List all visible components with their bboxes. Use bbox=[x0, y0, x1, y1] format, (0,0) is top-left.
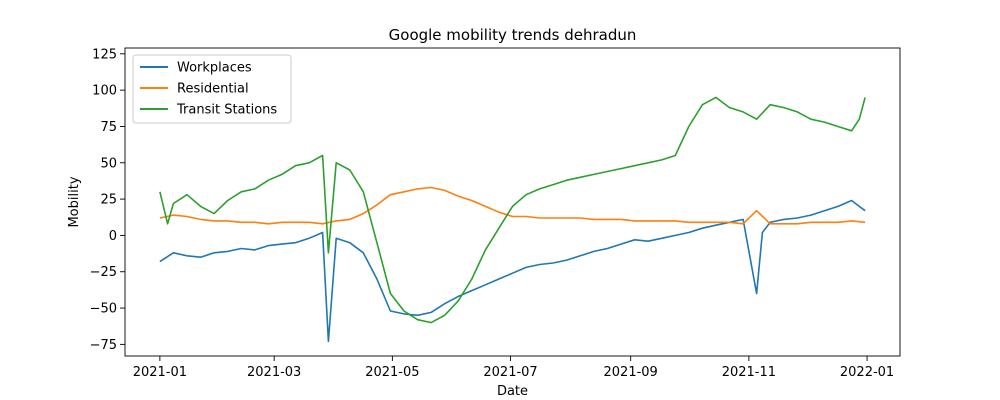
legend-label: Workplaces bbox=[177, 61, 252, 76]
y-tick-label: −50 bbox=[90, 302, 117, 317]
y-tick-label: 25 bbox=[100, 193, 117, 208]
y-tick-label: 75 bbox=[100, 120, 117, 135]
legend-label: Residential bbox=[177, 82, 249, 97]
y-axis-ticks: −75 −50 −25 0 25 50 75 100 125 bbox=[90, 47, 125, 353]
x-axis-ticks: 2021-01 2021-03 2021-05 2021-07 2021-09 2021-… bbox=[133, 356, 894, 380]
y-tick-label: 0 bbox=[109, 229, 117, 244]
series-line-transit-stations bbox=[159, 96, 866, 324]
legend-label: Transit Stations bbox=[176, 103, 277, 118]
x-tick-label: 2021-05 bbox=[365, 365, 419, 380]
series-line-workplaces bbox=[159, 199, 866, 343]
legend: Workplaces Residential Transit Stations bbox=[132, 54, 292, 124]
y-tick-label: 50 bbox=[100, 156, 117, 171]
x-tick-label: 2021-01 bbox=[133, 365, 187, 380]
chart-title: Google mobility trends dehradun bbox=[389, 26, 637, 44]
y-tick-label: −75 bbox=[90, 338, 117, 353]
x-tick-label: 2021-09 bbox=[604, 365, 658, 380]
y-tick-label: 125 bbox=[92, 47, 117, 62]
series-line-residential bbox=[159, 186, 866, 225]
legend-box bbox=[132, 54, 292, 124]
x-tick-label: 2021-11 bbox=[722, 365, 776, 380]
x-tick-label: 2021-07 bbox=[483, 365, 537, 380]
x-axis-label: Date bbox=[497, 384, 528, 399]
x-tick-label: 2021-03 bbox=[247, 365, 301, 380]
y-tick-label: −25 bbox=[90, 265, 117, 280]
y-tick-label: 100 bbox=[92, 84, 117, 99]
x-tick-label: 2022-01 bbox=[840, 365, 894, 380]
y-axis-label: Mobility bbox=[67, 176, 82, 227]
plot-area-frame bbox=[124, 47, 901, 357]
series-layer bbox=[159, 96, 866, 343]
